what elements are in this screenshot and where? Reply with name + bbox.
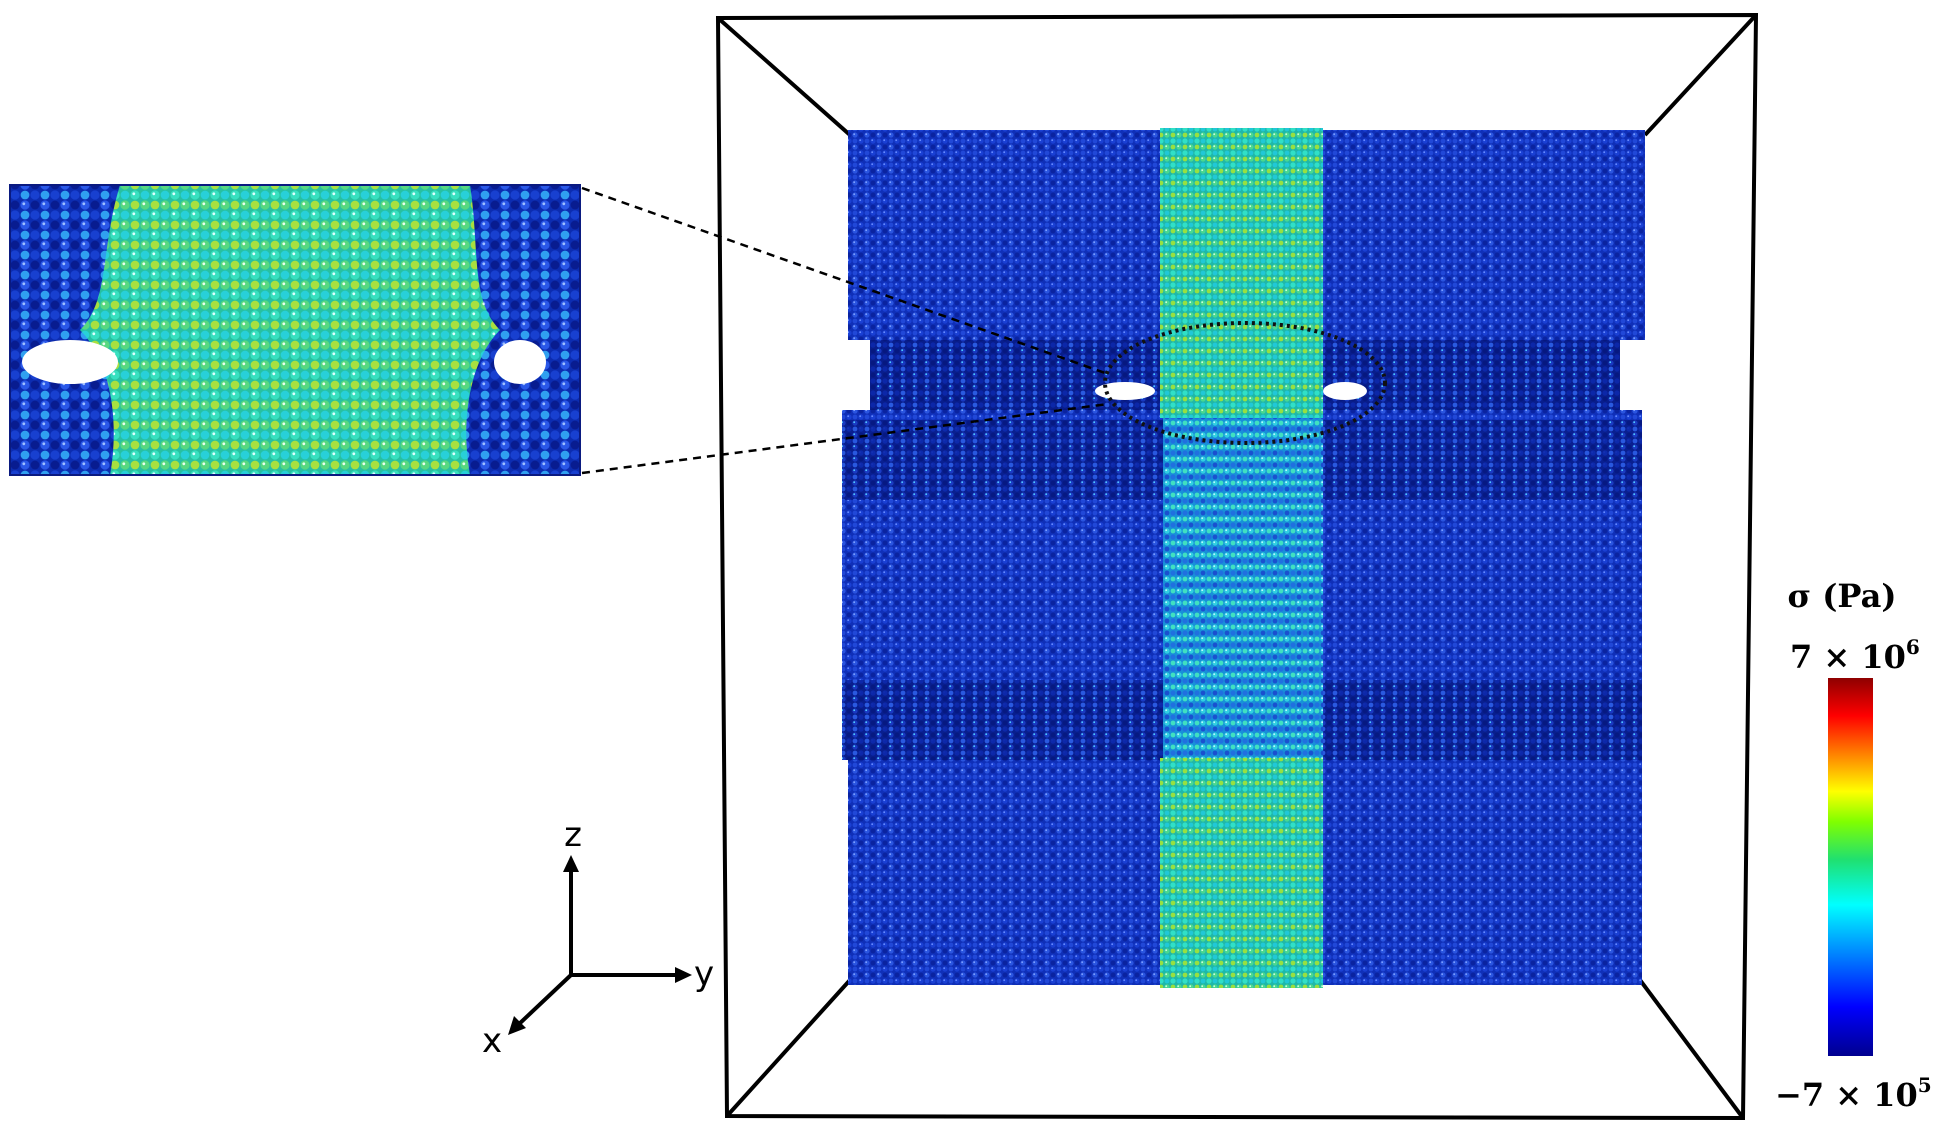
axis-triad [508, 855, 692, 1035]
band-lower-left [842, 680, 1163, 760]
colorbar-min-exponent: 5 [1918, 1073, 1932, 1097]
bottom-right-block [1320, 760, 1642, 985]
colorbar-min-label: −7 × 105 [1775, 1073, 1932, 1114]
top-right-block [1320, 130, 1645, 340]
central-column-top [1160, 128, 1323, 418]
y-axis-label: y [694, 954, 714, 994]
colorbar-title: σ (Pa) [1788, 577, 1897, 615]
band-upper-left [842, 420, 1163, 500]
colorbar-min-base: −7 × 10 [1775, 1076, 1918, 1114]
zoom-right-void [494, 340, 546, 384]
y-arrowhead [675, 967, 692, 983]
right-neck-region [1320, 340, 1620, 410]
left-void [1095, 382, 1155, 400]
zoom-inset [9, 184, 581, 476]
bounding-box-frame [715, 12, 1759, 1121]
colorbar: σ (Pa) 7 × 106 −7 × 105 [1775, 577, 1932, 1114]
band-upper-right [1320, 420, 1642, 500]
x-arrowhead [508, 1016, 526, 1035]
x-axis-label: x [482, 1021, 502, 1061]
zoom-leader-lines [581, 186, 1109, 475]
bottom-left-block [848, 760, 1163, 985]
right-void [1323, 382, 1367, 400]
zoom-green-neck [80, 185, 500, 475]
particle-specimen [842, 128, 1645, 988]
z-axis-label: z [564, 815, 582, 855]
colorbar-gradient [1828, 678, 1873, 1056]
neck-highlight-ellipse [1103, 321, 1387, 445]
colorbar-max-label: 7 × 106 [1790, 635, 1920, 676]
zoom-left-void [22, 340, 118, 384]
colorbar-max-exponent: 6 [1906, 635, 1920, 659]
z-arrowhead [563, 855, 579, 872]
central-column-middle [1163, 418, 1323, 758]
band-lower-right [1320, 680, 1642, 760]
top-left-block [848, 130, 1163, 340]
colorbar-max-base: 7 × 10 [1790, 638, 1906, 676]
central-column-bottom [1160, 758, 1323, 988]
